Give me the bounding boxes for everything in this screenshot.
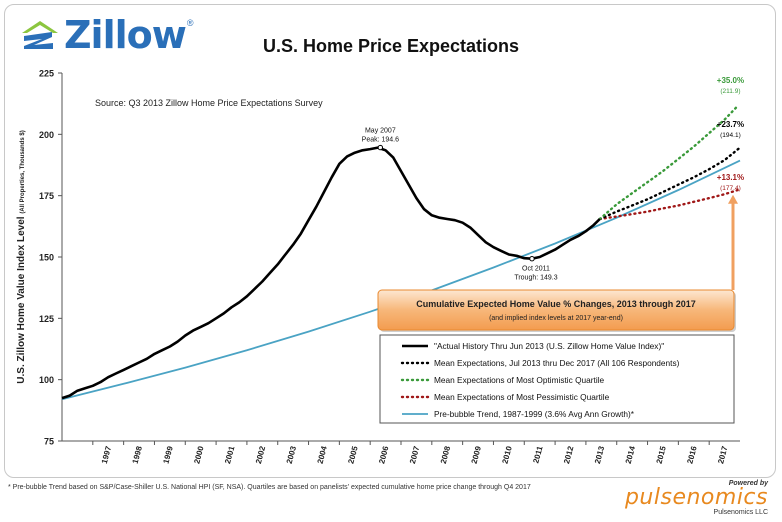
- series-line-mean: [598, 147, 740, 221]
- legend-box: [379, 334, 735, 424]
- y-tick-label: 125: [39, 314, 54, 324]
- zillow-logo: Zillow ®: [20, 14, 193, 56]
- x-tick-label: 2012: [562, 445, 575, 465]
- x-tick-label: 2016: [685, 445, 698, 465]
- end-label-pct-mean: +23.7%: [717, 120, 744, 129]
- x-tick-label: 2009: [470, 445, 483, 465]
- end-label-value-optimistic: (211.9): [720, 88, 740, 95]
- end-label-pct-optimistic: +35.0%: [717, 76, 744, 85]
- powered-by-label: Powered by: [728, 480, 768, 487]
- x-tick-label: 2010: [500, 445, 513, 465]
- x-tick-label: 2005: [346, 445, 359, 465]
- x-tick-label: 2011: [531, 445, 544, 465]
- callout-box: [377, 289, 735, 331]
- trough-label-date: Oct 2011: [522, 266, 550, 273]
- x-tick-label: 1999: [161, 445, 174, 465]
- trough-label-value: Trough: 149.3: [514, 275, 557, 282]
- series-line-optimistic: [598, 103, 740, 221]
- y-tick-label: 75: [44, 437, 54, 447]
- trough-marker: [529, 256, 535, 262]
- pulsenomics-credit: Powered by pulsenomics Pulsenomics LLC: [625, 480, 768, 516]
- x-tick-label: 2004: [316, 445, 329, 465]
- peak-label-value: Peak: 194.6: [362, 137, 399, 144]
- y-tick-label: 200: [39, 130, 54, 140]
- x-tick-label: 2008: [439, 445, 452, 465]
- end-label-value-pessimistic: (177.4): [720, 185, 741, 192]
- y-tick-label: 175: [39, 191, 54, 201]
- zillow-z-icon: [22, 21, 58, 49]
- end-label-pct-pessimistic: +13.1%: [717, 173, 744, 182]
- x-tick-label: 2015: [655, 445, 668, 465]
- peak-marker: [377, 144, 384, 151]
- x-tick-label: 2002: [254, 445, 267, 465]
- x-tick-label: 2017: [716, 445, 729, 465]
- y-tick-label: 150: [39, 253, 54, 263]
- x-tick-label: 2000: [192, 445, 205, 465]
- end-label-value-mean: (194.1): [720, 132, 741, 139]
- registered-mark: ®: [186, 18, 194, 28]
- x-tick-label: 2013: [593, 445, 606, 465]
- x-tick-label: 2014: [624, 445, 637, 465]
- legend-label-actual: "Actual History Thru Jun 2013 (U.S. Zill…: [434, 341, 664, 351]
- x-tick-label: 2007: [408, 445, 421, 465]
- legend-label-trend: Pre-bubble Trend, 1987-1999 (3.6% Avg An…: [434, 409, 635, 419]
- zillow-logo-text: Zillow: [64, 13, 187, 57]
- source-note: Source: Q3 2013 Zillow Home Price Expect…: [95, 98, 323, 108]
- callout-subtitle: (and implied index levels at 2017 year-e…: [489, 315, 623, 322]
- pulsenomics-llc: Pulsenomics LLC: [713, 509, 768, 516]
- pulsenomics-logo: pulsenomics: [624, 485, 768, 510]
- y-axis-label: U.S. Zillow Home Value Index Level (All …: [16, 130, 27, 383]
- y-tick-label: 225: [39, 69, 54, 79]
- callout-arrow-head: [728, 194, 738, 204]
- x-tick-label: 2003: [285, 445, 298, 465]
- peak-label-date: May 2007: [365, 128, 396, 135]
- legend-label-mean: Mean Expectations, Jul 2013 thru Dec 201…: [434, 358, 680, 368]
- callout-title: Cumulative Expected Home Value % Changes…: [416, 299, 696, 309]
- legend-label-pessimistic: Mean Expectations of Most Pessimistic Qu…: [434, 392, 610, 402]
- footnote: * Pre-bubble Trend based on S&P/Case-Shi…: [8, 484, 531, 491]
- chart-title: U.S. Home Price Expectations: [262, 36, 520, 56]
- x-tick-label: 1997: [100, 445, 113, 465]
- x-tick-label: 1998: [131, 445, 144, 465]
- series-line-pessimistic: [598, 188, 740, 221]
- x-tick-label: 2006: [377, 445, 390, 465]
- x-tick-label: 2001: [223, 445, 236, 465]
- series-line-actual: [61, 146, 601, 400]
- y-tick-label: 100: [39, 375, 54, 385]
- legend-label-optimistic: Mean Expectations of Most Optimistic Qua…: [434, 375, 605, 385]
- line-chart: 75 100 125 150 175 200 225 1997 1998 1999 2000 2001…: [16, 69, 744, 465]
